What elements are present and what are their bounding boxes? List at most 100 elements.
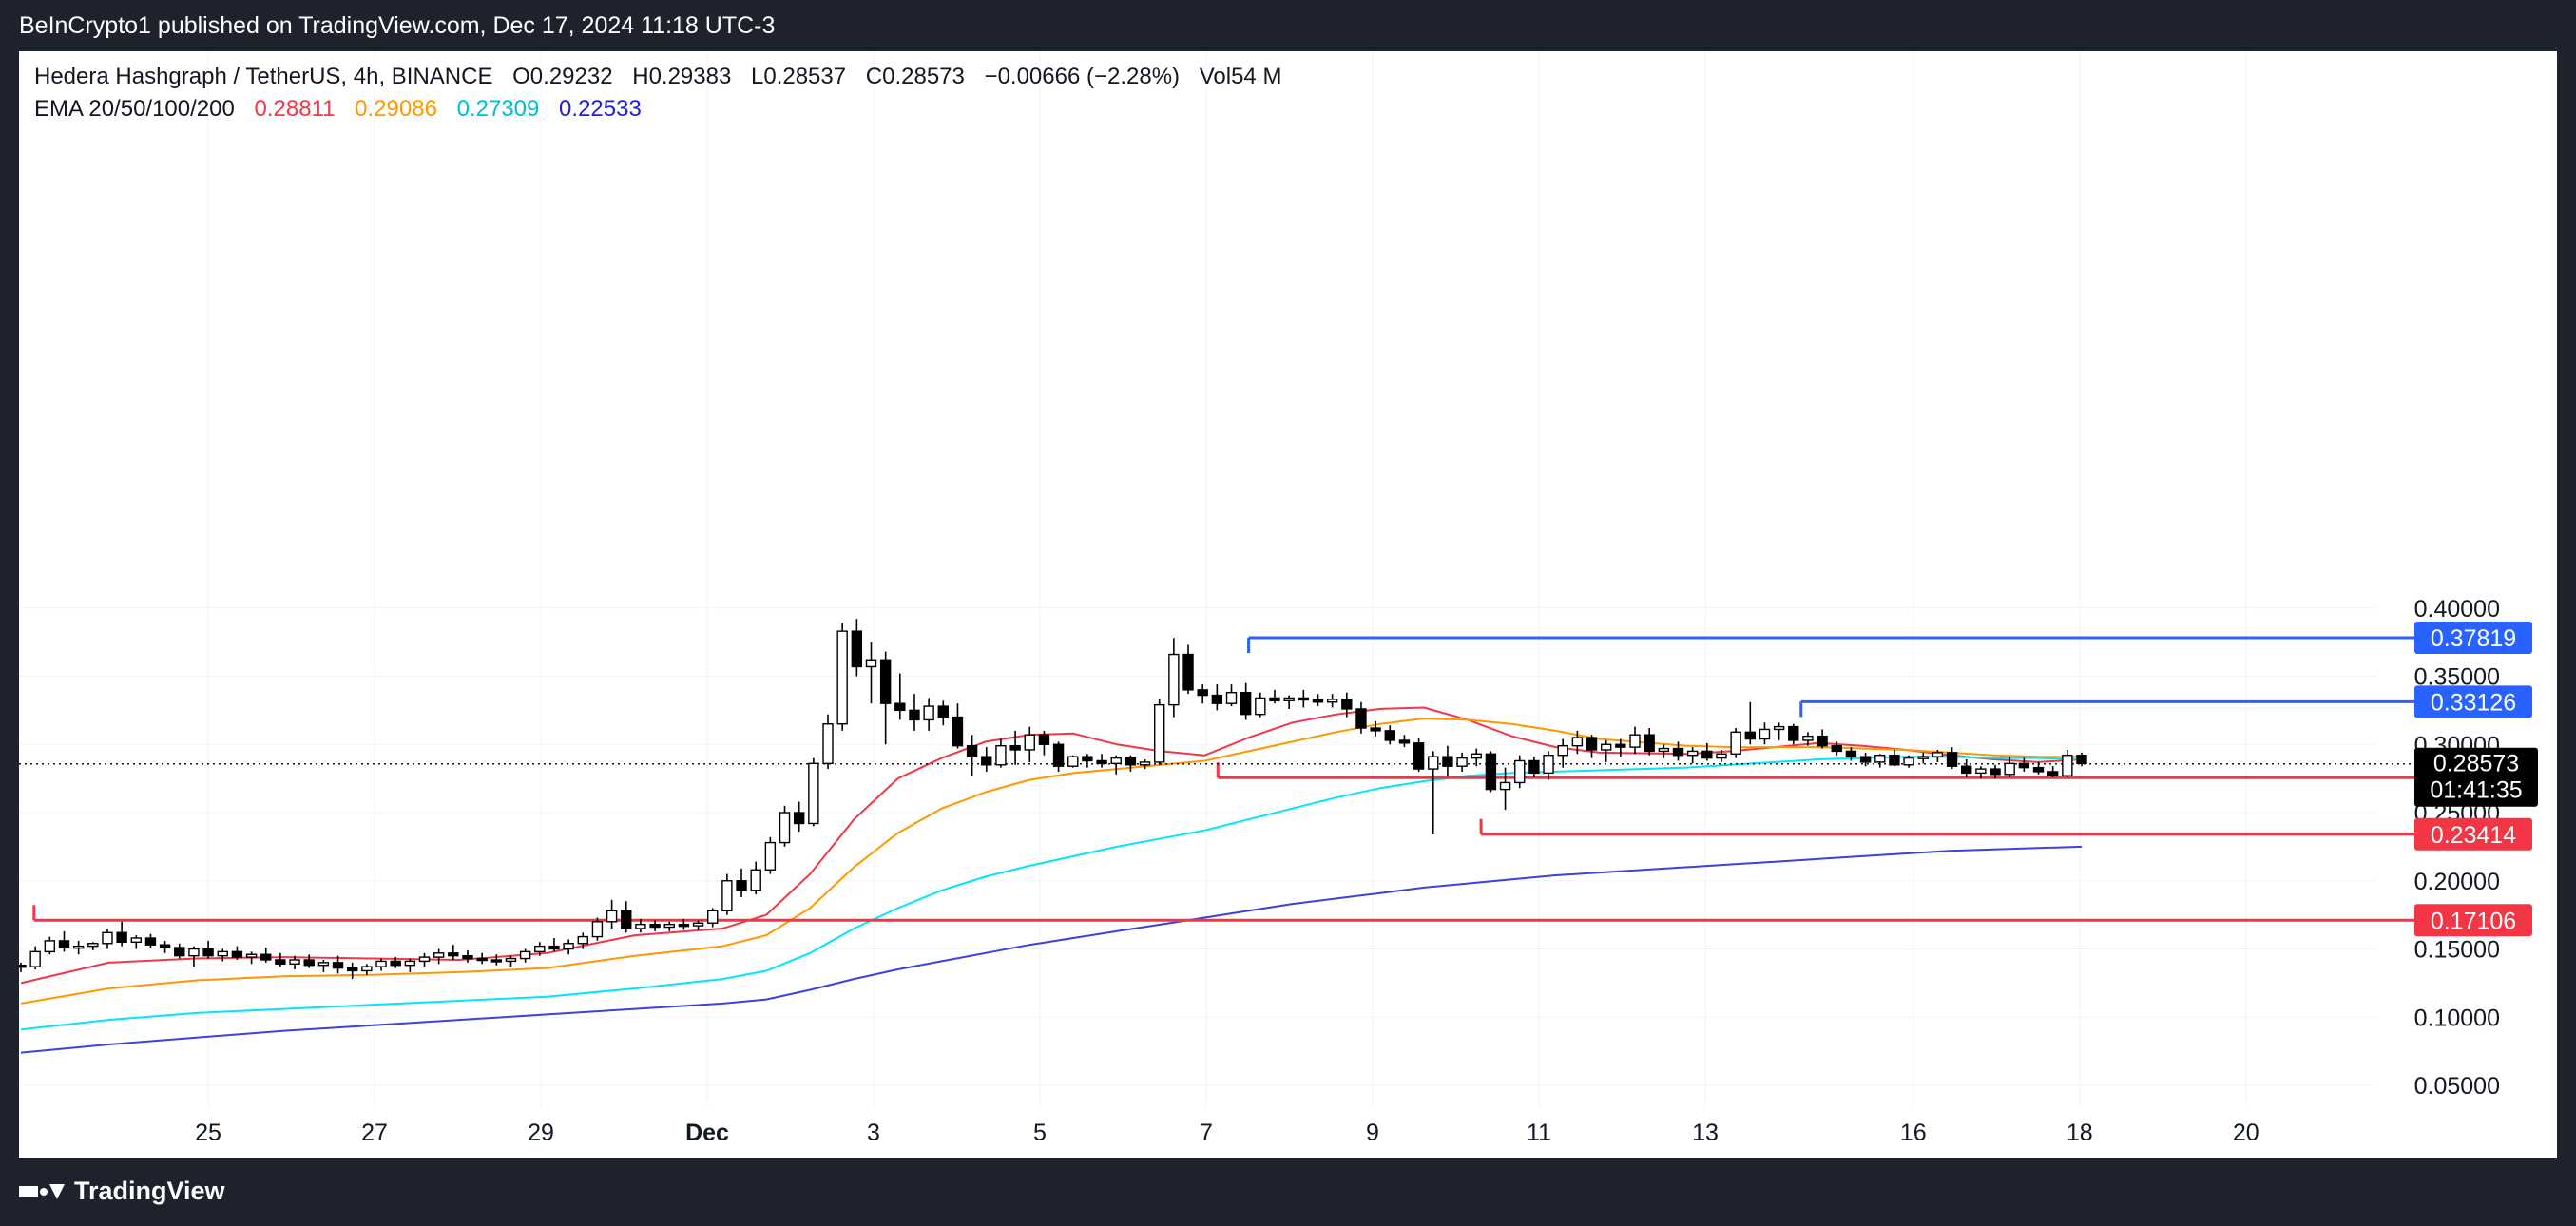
support-price-label: 0.23414	[2431, 822, 2516, 849]
resistance-price-tag	[2414, 685, 2532, 718]
candle-down	[1744, 731, 1757, 740]
candle-up	[923, 705, 934, 721]
x-tick-label: 13	[1692, 1120, 1719, 1146]
candle-down	[260, 953, 272, 961]
x-tick-label: 20	[2233, 1120, 2259, 1146]
chart-panel[interactable]: Hedera Hashgraph / TetherUS, 4h, BINANCE…	[19, 51, 2557, 1158]
candle-down	[2018, 762, 2030, 769]
candle-up	[635, 923, 646, 929]
ema-line-ema200	[20, 845, 2083, 1054]
support-price-tag	[2414, 817, 2532, 851]
x-tick-label: 11	[1527, 1120, 1551, 1146]
candle-down	[1485, 753, 1497, 791]
ohlc-low: L0.28537	[751, 64, 847, 89]
candle-down	[174, 947, 185, 957]
x-tick-label: Dec	[685, 1120, 729, 1146]
candle-up	[188, 948, 200, 957]
candle-up	[663, 923, 675, 929]
candle-down	[1672, 747, 1684, 757]
candle-up	[2062, 755, 2073, 776]
candle-up	[865, 659, 877, 668]
candle-down	[894, 702, 906, 712]
candle-down	[1125, 757, 1137, 766]
x-tick-label: 7	[1200, 1120, 1213, 1146]
candle-up	[534, 945, 546, 953]
candle-up	[577, 935, 588, 945]
y-tick-label: 0.40000	[2414, 596, 2500, 623]
candle-up	[1154, 703, 1165, 763]
candle-up	[1629, 734, 1641, 748]
footer-bar: TradingView	[0, 1158, 2576, 1226]
candle-down	[2047, 771, 2059, 776]
candle-up	[1225, 692, 1238, 704]
tradingview-brand[interactable]: TradingView	[19, 1177, 225, 1206]
ema20-value: 0.28811	[254, 96, 336, 122]
candle-up	[1557, 744, 1568, 757]
candle-down	[1082, 756, 1093, 762]
candle-up	[707, 910, 719, 924]
candle-down	[1312, 699, 1324, 703]
candle-up	[87, 943, 99, 948]
candle-up	[750, 869, 761, 891]
candle-down	[1615, 743, 1626, 748]
y-tick-label: 0.20000	[2414, 869, 2500, 895]
candle-down	[966, 744, 978, 757]
symbol-pair[interactable]: Hedera Hashgraph / TetherUS, 4h, BINANCE	[34, 64, 493, 89]
ema-legend-label[interactable]: EMA 20/50/100/200	[34, 96, 235, 122]
candle-up	[1932, 752, 1944, 757]
candle-up	[1730, 731, 1741, 755]
ema-line-ema20	[20, 706, 2083, 985]
candle-down	[116, 931, 127, 944]
resistance-price-tag	[2414, 622, 2532, 655]
candle-up	[519, 950, 531, 960]
symbol-legend-row: Hedera Hashgraph / TetherUS, 4h, BINANCE…	[34, 61, 1295, 93]
candle-down	[736, 880, 747, 891]
candle-down	[621, 910, 632, 929]
ema-legend-row: EMA 20/50/100/200 0.28811 0.29086 0.2730…	[34, 93, 1295, 125]
candle-up	[1917, 756, 1929, 759]
candle-down	[462, 954, 473, 960]
candle-down	[490, 959, 503, 963]
candle-up	[375, 960, 387, 967]
last-price-tag	[2414, 747, 2538, 807]
candle-up	[404, 960, 416, 967]
candle-down	[1413, 742, 1425, 770]
candle-up	[1499, 781, 1511, 791]
candle-up	[361, 966, 373, 972]
candle-up	[44, 940, 56, 953]
candle-up	[1168, 653, 1180, 706]
candle-down	[1298, 697, 1310, 701]
candle-down	[649, 923, 661, 929]
candle-up	[1067, 756, 1079, 767]
volume: Vol54 M	[1199, 64, 1282, 89]
candle-down	[1442, 756, 1453, 767]
support-price-tag	[2414, 904, 2532, 937]
y-tick-label: 0.15000	[2414, 937, 2500, 964]
price-chart[interactable]: 0.400000.350000.300000.250000.200000.150…	[19, 51, 2557, 1158]
candle-up	[1600, 743, 1612, 751]
candle-down	[1355, 708, 1367, 729]
candle-down	[952, 716, 964, 747]
candle-up	[102, 931, 113, 945]
candle-up	[2004, 762, 2015, 776]
candle-up	[72, 945, 85, 949]
candle-up	[1110, 757, 1122, 765]
candle-down	[678, 923, 690, 928]
candle-down	[2032, 766, 2045, 773]
candle-down	[1341, 699, 1353, 710]
candle-down	[1831, 744, 1842, 753]
candle-up	[1139, 761, 1151, 766]
candle-down	[793, 812, 805, 825]
candle-up	[418, 956, 431, 963]
candle-down	[1038, 734, 1050, 745]
x-tick-label: 9	[1366, 1120, 1379, 1146]
candle-down	[1946, 752, 1958, 767]
candle-down	[1817, 735, 1828, 747]
publisher-header: BeInCrypto1 published on TradingView.com…	[0, 0, 2576, 51]
candle-down	[1211, 694, 1223, 704]
candle-up	[606, 910, 618, 923]
candle-up	[1874, 755, 1886, 763]
x-tick-label: 3	[867, 1120, 880, 1146]
tradingview-logo-icon	[19, 1183, 65, 1199]
x-tick-label: 16	[1900, 1120, 1927, 1146]
